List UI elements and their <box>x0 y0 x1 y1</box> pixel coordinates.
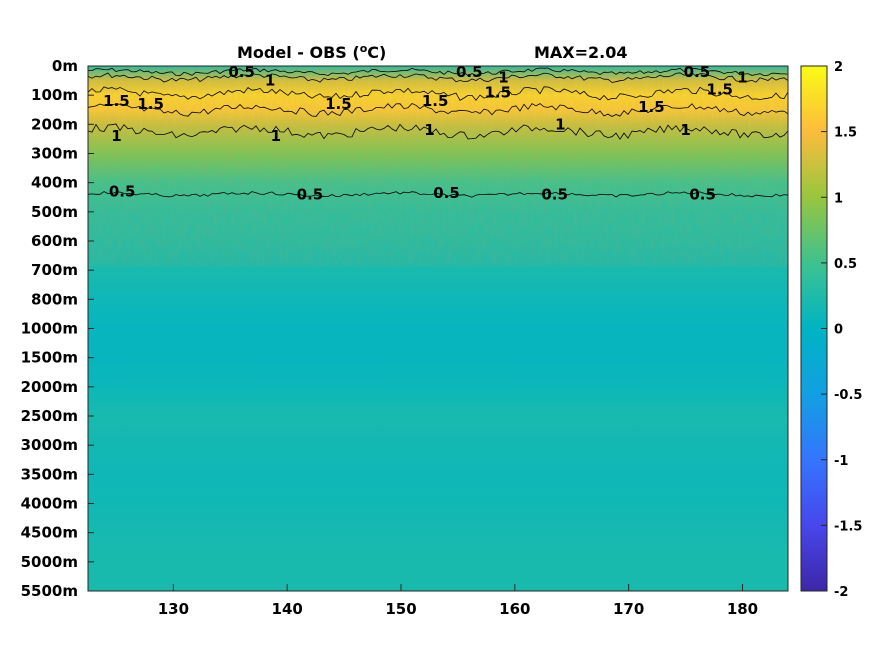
contour-label: 1 <box>265 72 275 90</box>
colorbar-ticks: 2 1.5 1 0.5 0 -0.5 -1 -1.5 -2 <box>821 60 862 600</box>
contour-label: 0.5 <box>433 184 460 202</box>
chart-title: Model - OBS (oC) <box>237 42 386 62</box>
y-tick-label: 1000m <box>21 320 78 338</box>
y-tick-label: 1500m <box>21 349 78 367</box>
y-tick-label: 4500m <box>21 524 78 542</box>
y-tick-label: 5000m <box>21 553 78 571</box>
x-tick-label: 140 <box>272 600 303 618</box>
contour-label: 1.5 <box>706 80 733 98</box>
contour-label: 1 <box>680 121 690 139</box>
colorbar-tick-label: -0.5 <box>834 388 862 403</box>
y-tick-label: 700m <box>31 261 78 279</box>
colorbar-tick-label: 2 <box>834 60 843 75</box>
x-tick-label: 130 <box>158 600 189 618</box>
contour-label: 1 <box>424 121 434 139</box>
contour-label: 1.5 <box>103 92 130 110</box>
x-tick-label: 180 <box>727 600 758 618</box>
contour-label: 0.5 <box>689 185 716 203</box>
contour-label: 1.5 <box>137 95 164 113</box>
contour-label: 1.5 <box>638 98 665 116</box>
y-tick-label: 200m <box>31 115 78 133</box>
colorbar-tick-label: 1.5 <box>834 126 857 141</box>
colorbar-tick-label: -2 <box>834 585 848 600</box>
colorbar-tick-label: -1.5 <box>834 519 862 534</box>
y-tick-label: 3500m <box>21 465 78 483</box>
contour-label: 1 <box>498 69 508 87</box>
contour-label: 0.5 <box>109 182 136 200</box>
y-tick-label: 800m <box>31 290 78 308</box>
colorbar-tick-label: 0.5 <box>834 257 857 272</box>
contour-label: 0.5 <box>684 63 711 81</box>
contour-label: 1 <box>737 69 747 87</box>
heatmap-texture <box>88 66 788 266</box>
y-tick-label: 2000m <box>21 378 78 396</box>
contour-line <box>88 72 788 83</box>
y-axis: 0m 100m 200m 300m 400m 500m 600m 700m 800m 1000m 1… <box>21 57 94 600</box>
contour-label: 1.5 <box>422 92 449 110</box>
contour-lines <box>88 67 788 198</box>
max-annotation: MAX=2.04 <box>534 43 628 62</box>
y-tick-label: 300m <box>31 145 78 163</box>
y-tick-label: 5500m <box>21 582 78 600</box>
contour-label: 1 <box>111 127 121 145</box>
contour-label: 0.5 <box>541 185 568 203</box>
y-tick-label: 500m <box>31 203 78 221</box>
y-tick-label: 2500m <box>21 407 78 425</box>
contour-label: 1.5 <box>325 95 352 113</box>
x-tick-label: 160 <box>499 600 530 618</box>
x-tick-label: 170 <box>613 600 644 618</box>
contour-line <box>88 123 788 140</box>
contour-line <box>88 103 788 117</box>
y-tick-label: 3000m <box>21 436 78 454</box>
contour-label: 0.5 <box>297 185 324 203</box>
colorbar: 2 1.5 1 0.5 0 -0.5 -1 -1.5 -2 <box>800 60 862 600</box>
contour-line <box>88 86 788 101</box>
contour-label: 1 <box>271 127 281 145</box>
contour-labels: 0.5 1 0.5 1 0.5 11.5 1.5 1.5 1.5 1.5 1.51.51 1 1 1 10.… <box>103 63 748 203</box>
x-axis: 130 140 150 160 170 180 <box>158 584 758 618</box>
colorbar-tick-label: 1 <box>834 191 843 206</box>
y-tick-label: 400m <box>31 174 78 192</box>
plot-area: 0.5 1 0.5 1 0.5 11.5 1.5 1.5 1.5 1.5 1.51.51 1 1 1 10.… <box>87 63 789 592</box>
y-tick-label: 4000m <box>21 495 78 513</box>
contour-label: 0.5 <box>228 63 255 81</box>
colorbar-tick-label: -1 <box>834 454 848 469</box>
contour-label: 1.5 <box>484 83 511 101</box>
x-tick-label: 150 <box>385 600 416 618</box>
contour-label: 0.5 <box>456 63 483 81</box>
colorbar-tick-label: 0 <box>834 323 843 338</box>
contour-line <box>88 191 788 198</box>
contour-line <box>88 67 788 77</box>
y-tick-label: 0m <box>52 57 78 75</box>
contour-label: 1 <box>555 115 565 133</box>
y-tick-label: 600m <box>31 232 78 250</box>
y-tick-label: 100m <box>31 86 78 104</box>
